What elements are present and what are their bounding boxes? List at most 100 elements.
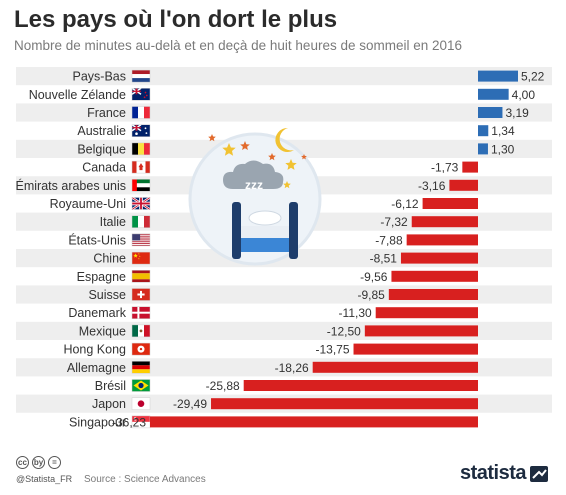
category-label: France	[87, 106, 126, 120]
value-label: -8,51	[370, 252, 398, 266]
category-label: Belgique	[77, 142, 126, 156]
hk-flag-icon	[131, 342, 151, 356]
statista-logo[interactable]: statista	[460, 462, 548, 485]
moon-icon	[275, 127, 294, 152]
category-label: Brésil	[95, 379, 126, 393]
value-label: -9,56	[360, 270, 388, 284]
chart-subtitle: Nombre de minutes au-delà et en deçà de …	[14, 38, 463, 53]
star-icon	[301, 154, 307, 160]
bar	[478, 107, 503, 118]
star-icon	[208, 134, 216, 142]
category-label: Singapour	[69, 415, 126, 429]
attribution-icon[interactable]: by	[32, 456, 45, 469]
bar	[478, 88, 509, 100]
category-label: Nouvelle Zélande	[29, 88, 126, 102]
value-label: 1,34	[491, 124, 515, 138]
star-icon	[222, 143, 236, 156]
category-label: Espagne	[77, 270, 126, 284]
gb-flag-icon	[131, 196, 151, 211]
category-label: Chine	[93, 252, 126, 266]
zzz-icon: zzz	[245, 178, 263, 192]
ae-flag-icon	[131, 179, 151, 192]
us-flag-icon	[131, 233, 151, 247]
value-label: -12,50	[327, 324, 361, 338]
value-label: 5,22	[521, 70, 545, 84]
bar	[400, 252, 478, 264]
bar	[388, 289, 478, 300]
bar	[243, 380, 478, 391]
category-label: Danemark	[68, 306, 126, 320]
value-label: -7,32	[380, 215, 408, 229]
br-flag-icon	[131, 379, 151, 392]
license-icons: cc by =	[16, 456, 61, 469]
cn-flag-icon	[131, 251, 151, 265]
bar-chart: zzz Pays-Bas 5,22 Nouvelle Zélande 4,00 Franc…	[16, 67, 552, 429]
statista-mark-icon	[530, 465, 548, 482]
category-label: Hong Kong	[63, 343, 126, 357]
bar	[211, 398, 478, 410]
bar	[406, 234, 478, 246]
bar	[375, 307, 478, 319]
category-label: Mexique	[79, 324, 126, 338]
bar	[353, 343, 478, 355]
value-label: -11,30	[339, 306, 372, 320]
bed-post-right	[289, 202, 298, 259]
bar	[478, 125, 489, 137]
no-derivatives-icon[interactable]: =	[48, 456, 61, 469]
value-label: -18,26	[275, 361, 309, 375]
ca-flag-icon	[131, 160, 151, 174]
dk-flag-icon	[131, 306, 151, 319]
bar	[312, 361, 478, 373]
bar	[462, 161, 478, 173]
nl-flag-icon	[131, 69, 151, 83]
category-label: Australie	[77, 124, 126, 138]
value-label: 4,00	[512, 88, 536, 102]
star-icon	[240, 141, 250, 150]
star-icon	[268, 153, 276, 161]
twitter-handle[interactable]: @Statista_FR	[16, 474, 73, 484]
bed-post-left	[232, 202, 241, 259]
footer: cc by = @Statista_FR Source : Science Ad…	[0, 452, 566, 495]
es-flag-icon	[131, 270, 151, 283]
bar	[391, 270, 478, 282]
category-label: Pays-Bas	[73, 70, 127, 84]
bar	[478, 143, 488, 155]
de-flag-icon	[131, 361, 151, 374]
value-label: 3,19	[505, 106, 529, 120]
category-label: Canada	[82, 161, 126, 175]
mx-flag-icon	[131, 324, 151, 338]
cc-icon[interactable]: cc	[16, 456, 29, 469]
value-label: -29,49	[173, 397, 207, 411]
chart-title: Les pays où l'on dort le plus	[14, 6, 338, 33]
value-label: -3,16	[418, 179, 446, 193]
bed-blanket	[241, 238, 289, 252]
value-label: -25,88	[206, 379, 240, 393]
bar	[422, 198, 478, 209]
bar	[449, 179, 478, 191]
source-note: Source : Science Advances	[84, 474, 206, 485]
category-label: Japon	[92, 397, 126, 411]
category-label: Suisse	[88, 288, 126, 302]
ch-flag-icon	[131, 288, 151, 301]
value-label: -36,23	[112, 415, 146, 429]
star-icon	[283, 181, 291, 189]
bar	[150, 416, 478, 428]
jp-flag-icon	[131, 397, 151, 410]
value-label: -1,73	[431, 161, 459, 175]
cloud-icon	[223, 160, 284, 189]
brand-name: statista	[459, 462, 527, 484]
bar	[411, 216, 478, 228]
value-label: 1,30	[491, 142, 515, 156]
bar	[478, 70, 518, 82]
value-label: -9,85	[357, 288, 385, 302]
category-label: Royaume-Uni	[50, 197, 126, 211]
au-flag-icon	[131, 124, 151, 137]
be-flag-icon	[131, 142, 151, 156]
sleep-illustration: zzz	[188, 127, 322, 266]
pillow-icon	[248, 210, 282, 226]
nz-flag-icon	[131, 87, 151, 101]
fr-flag-icon	[131, 106, 151, 119]
category-label: Allemagne	[67, 361, 126, 375]
value-label: -7,88	[375, 233, 403, 247]
category-label: Émirats arabes unis	[16, 178, 126, 193]
